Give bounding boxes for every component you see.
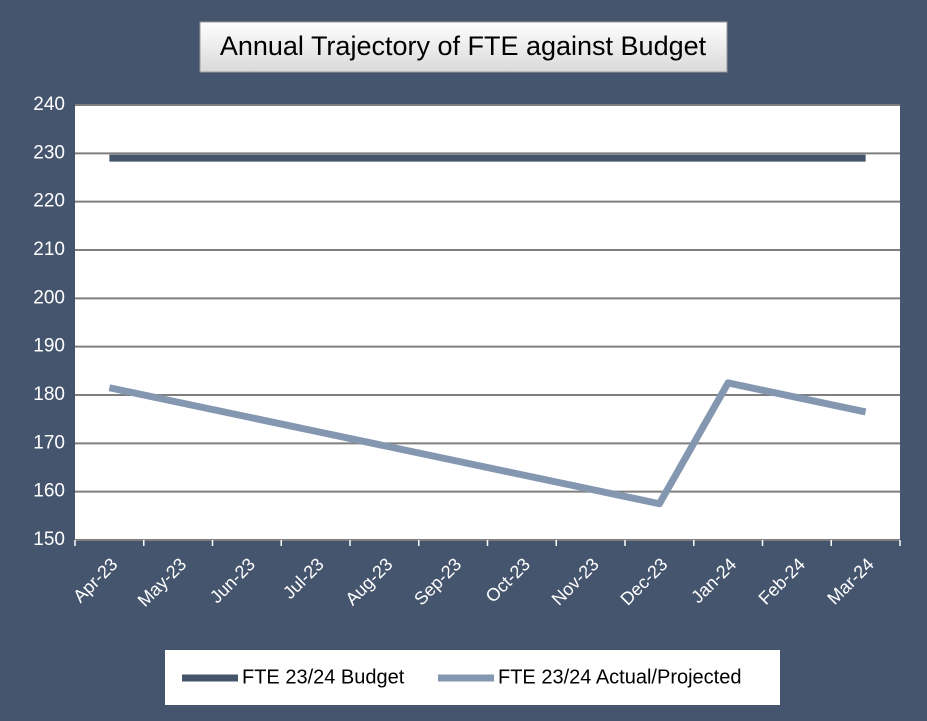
y-tick-label: 220 <box>33 191 65 212</box>
y-tick-label: 200 <box>33 287 65 308</box>
plot-area <box>75 105 900 540</box>
y-tick-label: 190 <box>33 336 65 357</box>
series-line <box>108 379 867 508</box>
legend-label: FTE 23/24 Actual/Projected <box>498 666 741 688</box>
y-tick-label: 240 <box>33 94 65 115</box>
y-tick-label: 160 <box>33 481 65 502</box>
y-tick-label: 150 <box>33 529 65 550</box>
chart-title: Annual Trajectory of FTE against Budget <box>220 31 707 61</box>
legend-label: FTE 23/24 Budget <box>242 666 405 688</box>
y-tick-label: 180 <box>33 384 65 405</box>
y-tick-label: 210 <box>33 239 65 260</box>
y-tick-label: 170 <box>33 432 65 453</box>
title-box <box>199 21 728 73</box>
y-tick-label: 230 <box>33 142 65 163</box>
